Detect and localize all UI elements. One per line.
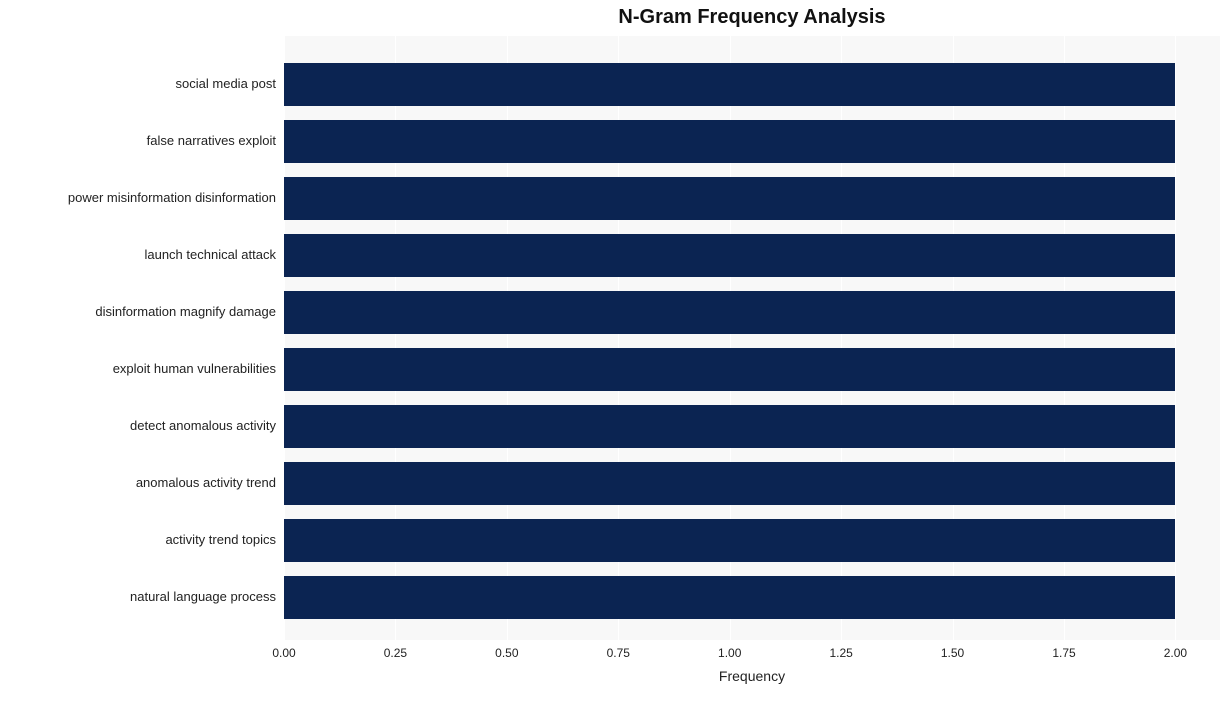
bar-row	[284, 177, 1220, 220]
x-tick-label: 1.50	[923, 646, 983, 660]
bar-row	[284, 291, 1220, 334]
bar	[284, 177, 1175, 220]
y-tick-label: detect anomalous activity	[0, 418, 276, 433]
bar-row	[284, 63, 1220, 106]
y-tick-label: social media post	[0, 76, 276, 91]
x-tick-label: 0.00	[254, 646, 314, 660]
x-tick-label: 2.00	[1145, 646, 1205, 660]
chart-container: N-Gram Frequency Analysis social media p…	[0, 0, 1222, 701]
bar-row	[284, 405, 1220, 448]
bar	[284, 291, 1175, 334]
y-tick-label: power misinformation disinformation	[0, 190, 276, 205]
x-tick-label: 0.75	[588, 646, 648, 660]
y-tick-label: exploit human vulnerabilities	[0, 361, 276, 376]
bar-row	[284, 576, 1220, 619]
x-tick-label: 1.00	[700, 646, 760, 660]
bar	[284, 348, 1175, 391]
x-axis-title: Frequency	[284, 668, 1220, 684]
plot-area	[284, 36, 1220, 640]
x-tick-label: 1.25	[811, 646, 871, 660]
x-tick-label: 0.25	[365, 646, 425, 660]
y-tick-label: disinformation magnify damage	[0, 304, 276, 319]
bar	[284, 63, 1175, 106]
bar-row	[284, 348, 1220, 391]
bar-row	[284, 462, 1220, 505]
bar	[284, 405, 1175, 448]
y-tick-label: launch technical attack	[0, 247, 276, 262]
bar	[284, 576, 1175, 619]
bar	[284, 462, 1175, 505]
x-tick-label: 1.75	[1034, 646, 1094, 660]
chart-title: N-Gram Frequency Analysis	[284, 6, 1220, 29]
bar-row	[284, 234, 1220, 277]
y-tick-label: activity trend topics	[0, 532, 276, 547]
bar	[284, 120, 1175, 163]
y-tick-label: false narratives exploit	[0, 133, 276, 148]
bar-row	[284, 120, 1220, 163]
bar	[284, 519, 1175, 562]
x-tick-label: 0.50	[477, 646, 537, 660]
bar-row	[284, 519, 1220, 562]
bar	[284, 234, 1175, 277]
y-tick-label: natural language process	[0, 589, 276, 604]
y-tick-label: anomalous activity trend	[0, 475, 276, 490]
